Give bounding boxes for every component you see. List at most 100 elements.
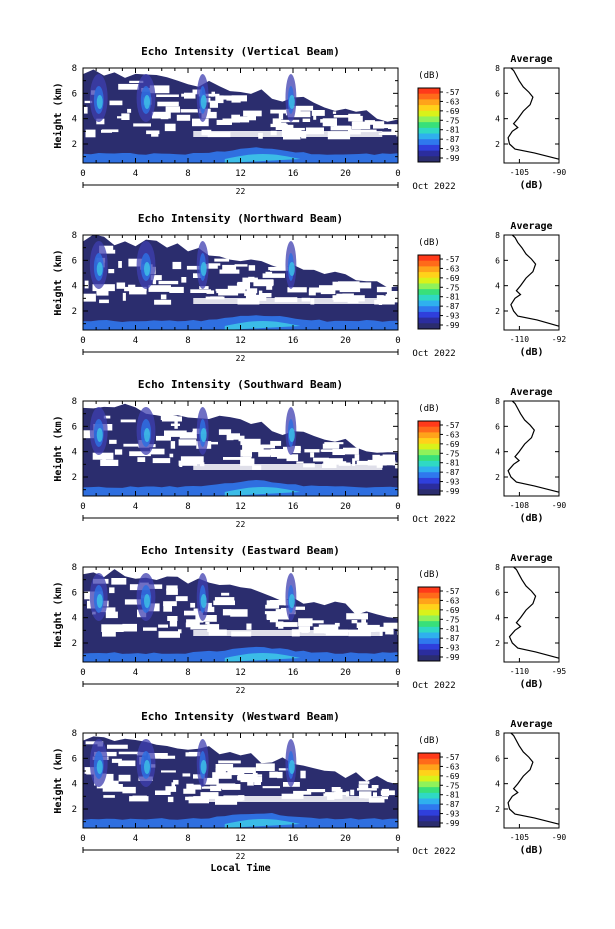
- average-y-tick-label: 6: [495, 422, 500, 431]
- colorbar-swatch: [418, 323, 440, 330]
- echo-gap: [264, 611, 278, 615]
- heatmap-image: [83, 69, 398, 163]
- colorbar-label: -93: [445, 478, 460, 487]
- echo-gap: [269, 771, 278, 778]
- colorbar-label: -81: [445, 791, 460, 800]
- average-x-tick-label: -90: [552, 833, 567, 842]
- echo-gap: [277, 771, 283, 779]
- echo-gap: [373, 121, 385, 129]
- echo-gap: [122, 292, 126, 301]
- average-y-tick-label: 4: [495, 282, 500, 291]
- panel-title: Echo Intensity (Northward Beam): [138, 212, 343, 225]
- echo-gap: [100, 459, 119, 466]
- colorbar-swatch: [418, 150, 440, 157]
- echo-gap: [226, 433, 234, 441]
- average-y-tick-label: 6: [495, 89, 500, 98]
- boundary-layer: [83, 147, 398, 163]
- colorbar-label: -99: [445, 321, 460, 330]
- echo-gap: [129, 289, 147, 295]
- echo-gap: [269, 615, 278, 623]
- echo-streak-peak: [144, 760, 150, 774]
- echo-gap: [278, 768, 293, 771]
- colorbar-swatch: [418, 283, 440, 290]
- heatmap-image: [83, 235, 398, 330]
- colorbar-swatch: [418, 116, 440, 123]
- colorbar-swatch: [418, 626, 440, 634]
- echo-gap: [84, 280, 89, 289]
- echo-gap: [291, 105, 314, 111]
- echo-gap: [270, 123, 288, 128]
- echo-gap: [114, 449, 123, 455]
- echo-gap: [306, 789, 326, 793]
- echo-gap: [164, 123, 176, 132]
- y-tick-label: 4: [72, 115, 77, 125]
- average-profile-line: [507, 732, 560, 825]
- echo-gap-band: [193, 796, 383, 802]
- colorbar-swatch: [418, 592, 440, 599]
- echo-gap: [118, 760, 136, 767]
- echo-gap: [222, 609, 232, 616]
- average-y-tick-label: 6: [495, 588, 500, 597]
- echo-gap: [278, 111, 284, 120]
- echo-gap: [190, 602, 196, 608]
- x-tick-label: 0: [80, 169, 85, 179]
- echo-gap: [236, 283, 244, 286]
- echo-gap: [358, 627, 376, 632]
- colorbar-label: -69: [445, 606, 460, 615]
- echo-gap: [287, 287, 307, 293]
- echo-gap: [102, 129, 119, 133]
- echo-gap-band: [193, 630, 383, 636]
- boundary-layer: [83, 480, 398, 496]
- colorbar-swatch: [418, 489, 440, 496]
- colorbar-label: -81: [445, 293, 460, 302]
- average-frame: [503, 234, 560, 331]
- echo-gap: [270, 440, 282, 446]
- echo-gap: [324, 458, 331, 466]
- average-profile-line: [508, 566, 560, 659]
- colorbar-label: -93: [445, 810, 460, 819]
- echo-gap: [160, 294, 167, 300]
- echo-gap: [372, 454, 380, 461]
- echo-gap: [266, 285, 273, 290]
- colorbar-swatch: [418, 443, 440, 450]
- echo-gap: [332, 281, 345, 288]
- colorbar-swatch: [418, 609, 440, 616]
- day-label: 22: [236, 852, 246, 861]
- echo-gap: [244, 291, 257, 296]
- colorbar-label: -69: [445, 274, 460, 283]
- colorbar-swatch: [418, 787, 440, 794]
- average-y-tick-label: 4: [495, 614, 500, 623]
- x-tick-label: 16: [288, 169, 299, 179]
- echo-gap: [84, 106, 88, 114]
- y-tick-label: 2: [72, 639, 77, 649]
- colorbar-label: -57: [445, 255, 460, 264]
- echo-gap: [247, 777, 254, 786]
- echo-gap: [351, 121, 371, 130]
- heatmap-image: [83, 736, 398, 828]
- echo-gap: [181, 93, 189, 97]
- echo-gap: [152, 458, 171, 464]
- boundary-layer: [83, 315, 398, 330]
- echo-gap: [118, 83, 140, 90]
- echo-gap: [371, 785, 379, 789]
- colorbar-swatch: [418, 455, 440, 462]
- colorbar-swatch: [418, 93, 440, 100]
- echo-gap: [176, 114, 191, 121]
- echo-gap: [231, 433, 240, 440]
- y-tick-label: 6: [72, 422, 77, 432]
- x-tick-label: 4: [133, 336, 138, 346]
- colorbar-swatch: [418, 432, 440, 439]
- echo-gap: [296, 461, 304, 464]
- colorbar-swatch: [418, 460, 440, 468]
- echo-gap: [174, 421, 178, 429]
- colorbar-swatch: [418, 88, 440, 95]
- colorbar-label: -57: [445, 88, 460, 97]
- echo-gap: [218, 760, 241, 764]
- echo-gap: [355, 129, 377, 133]
- echo-gap: [313, 457, 329, 462]
- echo-gap-band: [193, 464, 383, 470]
- echo-gap: [175, 596, 188, 602]
- echo-gap: [287, 127, 305, 131]
- echo-gap: [397, 461, 398, 465]
- echo-gap: [118, 751, 141, 755]
